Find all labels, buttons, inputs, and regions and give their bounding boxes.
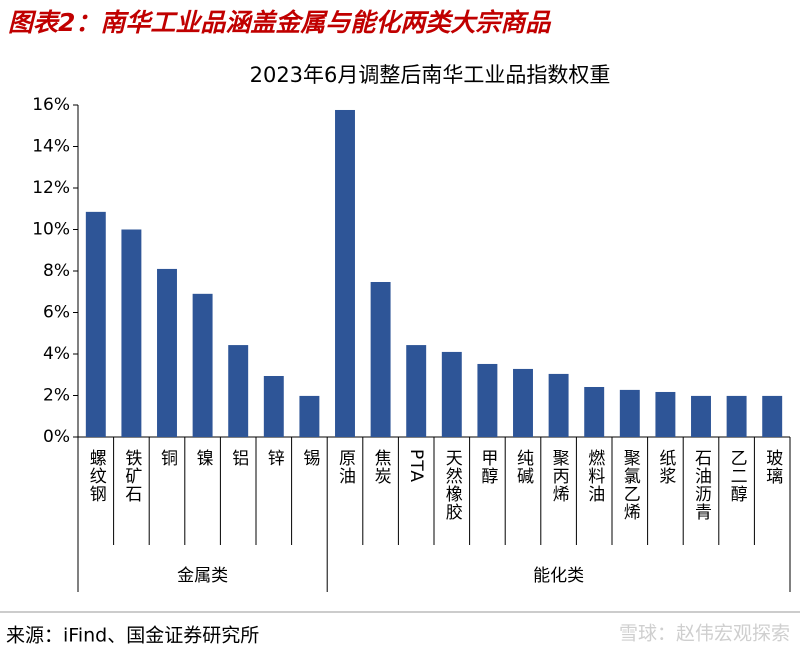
bar	[691, 395, 711, 437]
y-tick-label: 8%	[43, 261, 70, 281]
bar	[548, 373, 569, 437]
bar	[121, 229, 142, 437]
source: 来源：iFind、国金证券研究所	[6, 625, 259, 647]
x-tick-label: 原油	[335, 449, 356, 485]
x-tick-label: 镍	[193, 449, 214, 467]
x-tick-label: 乙二醇	[727, 449, 748, 503]
bar	[441, 351, 462, 437]
bar	[406, 345, 427, 437]
bar	[85, 211, 106, 437]
x-tick-label: 铜	[157, 449, 178, 467]
bar	[477, 363, 498, 437]
y-tick-label: 4%	[43, 344, 70, 364]
bar	[157, 268, 177, 437]
group-label: 能化类	[533, 566, 584, 586]
y-tick-label: 0%	[43, 427, 70, 447]
bar	[228, 345, 249, 437]
x-tick-label: 燃料油	[584, 449, 605, 503]
watermark: 雪球：赵伟宏观探索	[619, 623, 790, 645]
bar	[726, 395, 747, 437]
bar	[762, 395, 783, 437]
bar	[335, 109, 355, 437]
x-tick-label: 锡	[299, 449, 320, 467]
x-tick-label: 天然橡胶	[442, 449, 463, 521]
bar	[299, 395, 320, 437]
chart-title: 2023年6月调整后南华工业品指数权重	[250, 63, 611, 87]
x-tick-label: 玻璃	[762, 449, 783, 485]
x-tick-label: 聚氯乙烯	[620, 449, 641, 521]
x-tick-label: 铁矿石	[121, 449, 142, 503]
bar	[263, 375, 284, 437]
bar	[619, 389, 640, 437]
group-label: 金属类	[177, 566, 228, 586]
x-tick-label: 焦炭	[371, 449, 392, 485]
x-tick-label: 锌	[264, 449, 285, 467]
x-tick-label: 甲醇	[477, 449, 498, 485]
x-tick-label: 纸浆	[655, 449, 676, 485]
x-tick-label: 螺纹钢	[86, 449, 107, 503]
y-tick-label: 6%	[43, 303, 70, 323]
bar	[513, 368, 533, 437]
y-tick-label: 16%	[32, 95, 70, 115]
bar	[655, 391, 676, 437]
y-tick-label: 2%	[43, 386, 70, 406]
bar	[584, 386, 605, 437]
y-tick-label: 14%	[32, 137, 70, 157]
bar	[192, 293, 213, 437]
y-tick-label: 10%	[32, 220, 70, 240]
x-tick-label: 铝	[228, 449, 249, 467]
y-tick-label: 12%	[32, 178, 70, 198]
x-tick-label: 石油沥青	[691, 449, 712, 521]
x-tick-label: 纯碱	[513, 449, 534, 485]
x-tick-label: 聚丙烯	[549, 449, 570, 503]
x-tick-label: PTA	[406, 449, 426, 483]
header-title: 图表2：南华工业品涵盖金属与能化两类大宗商品	[8, 8, 551, 37]
bar	[370, 281, 391, 437]
